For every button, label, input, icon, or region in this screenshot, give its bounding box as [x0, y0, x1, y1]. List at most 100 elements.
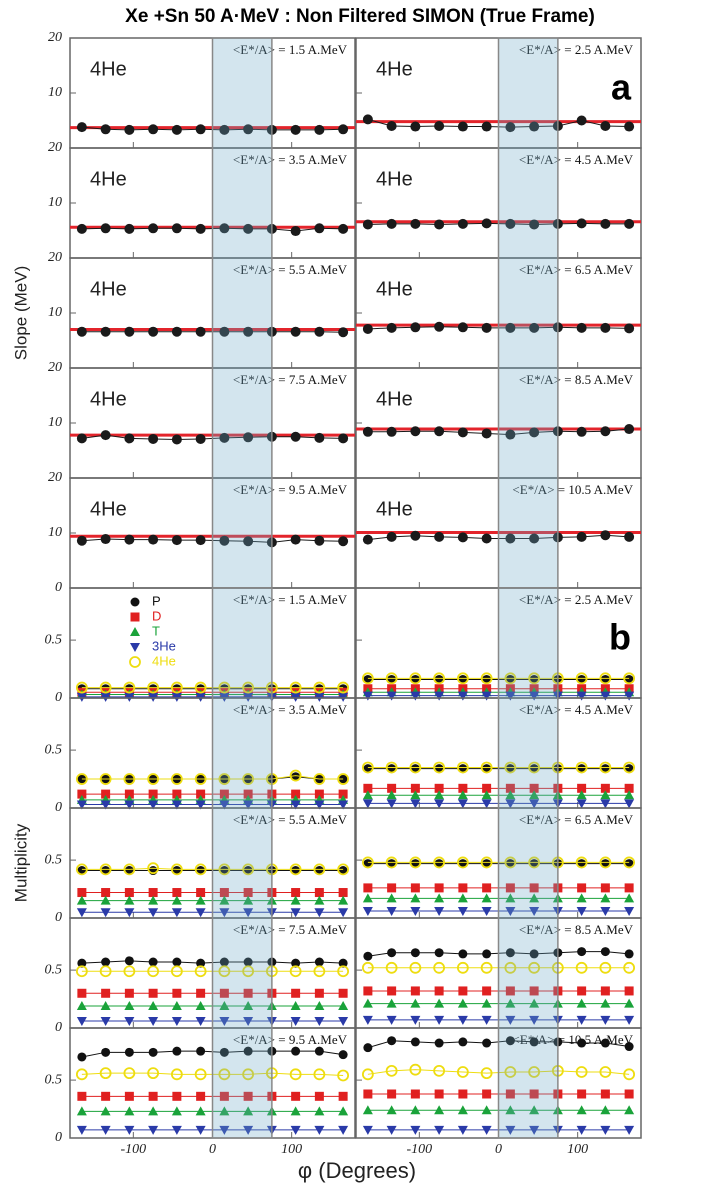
legend-label: 4He: [152, 653, 176, 668]
marker: [458, 783, 468, 793]
marker: [291, 772, 301, 782]
marker: [101, 1047, 111, 1057]
marker: [623, 961, 636, 974]
marker: [576, 322, 587, 333]
marker: [600, 1015, 611, 1025]
panel-annotation: <E*/A> = 9.5 A.MeV: [233, 482, 348, 497]
marker: [386, 218, 397, 229]
marker: [434, 907, 445, 917]
marker: [100, 895, 111, 905]
marker: [577, 859, 587, 869]
marker: [362, 1105, 373, 1115]
marker: [577, 986, 587, 996]
marker: [124, 1001, 135, 1010]
y-tick-label: 0: [55, 1020, 62, 1035]
marker: [219, 124, 230, 135]
marker: [529, 998, 540, 1008]
marker: [505, 998, 516, 1008]
marker: [100, 1106, 111, 1116]
marker: [434, 1015, 445, 1025]
marker: [624, 1042, 634, 1052]
marker: [529, 1015, 540, 1025]
marker: [194, 681, 207, 694]
y-tick-label: 20: [48, 140, 62, 155]
marker: [575, 1066, 588, 1078]
marker: [505, 893, 516, 903]
marker: [290, 1017, 301, 1027]
marker: [624, 674, 634, 684]
marker: [576, 1015, 587, 1025]
marker: [171, 1125, 182, 1135]
marker: [599, 961, 612, 974]
marker: [433, 1064, 446, 1077]
marker: [361, 672, 374, 685]
marker: [434, 764, 444, 774]
marker: [99, 681, 112, 694]
marker: [456, 961, 469, 974]
marker: [434, 1038, 444, 1048]
y-tick-label: 20: [48, 470, 62, 485]
marker: [148, 1125, 159, 1135]
marker: [624, 799, 635, 809]
marker: [386, 322, 397, 333]
marker: [242, 681, 255, 694]
marker: [290, 431, 301, 442]
marker: [77, 888, 87, 898]
marker: [434, 986, 444, 996]
marker: [172, 1091, 182, 1101]
y-tick-label: 0: [55, 800, 62, 815]
marker: [576, 799, 587, 809]
marker: [482, 883, 492, 893]
marker: [575, 672, 588, 685]
marker: [195, 1017, 206, 1027]
marker: [410, 530, 421, 541]
marker: [456, 1066, 469, 1078]
marker: [172, 888, 182, 898]
panel-letter: b: [609, 617, 631, 658]
marker: [314, 1017, 325, 1027]
marker: [505, 218, 516, 229]
marker: [623, 761, 636, 774]
marker: [505, 533, 516, 544]
marker: [338, 1106, 349, 1116]
marker: [171, 1106, 182, 1116]
marker: [362, 114, 373, 125]
marker: [624, 859, 634, 869]
marker: [505, 674, 515, 684]
marker: [314, 800, 325, 810]
marker: [387, 883, 397, 893]
marker: [313, 965, 326, 978]
marker: [338, 866, 348, 876]
y-axis-label: Slope (MeV): [11, 266, 30, 360]
marker: [386, 907, 397, 917]
marker: [171, 223, 182, 234]
marker: [600, 986, 610, 996]
marker: [387, 948, 397, 958]
marker: [505, 859, 515, 869]
marker: [75, 773, 88, 785]
marker: [243, 988, 253, 998]
marker: [148, 988, 158, 998]
marker: [481, 998, 492, 1008]
marker: [599, 1066, 612, 1078]
marker: [624, 424, 635, 435]
marker: [409, 856, 422, 869]
marker: [170, 773, 183, 785]
marker: [458, 1089, 468, 1099]
marker: [77, 958, 87, 968]
marker: [242, 863, 255, 876]
marker: [482, 1038, 492, 1048]
marker: [577, 947, 587, 957]
marker: [123, 965, 136, 978]
marker: [361, 1068, 374, 1081]
marker: [196, 866, 206, 876]
marker: [170, 863, 183, 876]
legend-label: 3He: [152, 638, 176, 653]
marker: [124, 124, 135, 135]
marker: [600, 947, 610, 957]
marker: [148, 895, 159, 905]
marker: [434, 893, 445, 903]
marker: [363, 986, 373, 996]
marker: [362, 426, 373, 437]
y-tick-label: 0.5: [45, 742, 63, 757]
